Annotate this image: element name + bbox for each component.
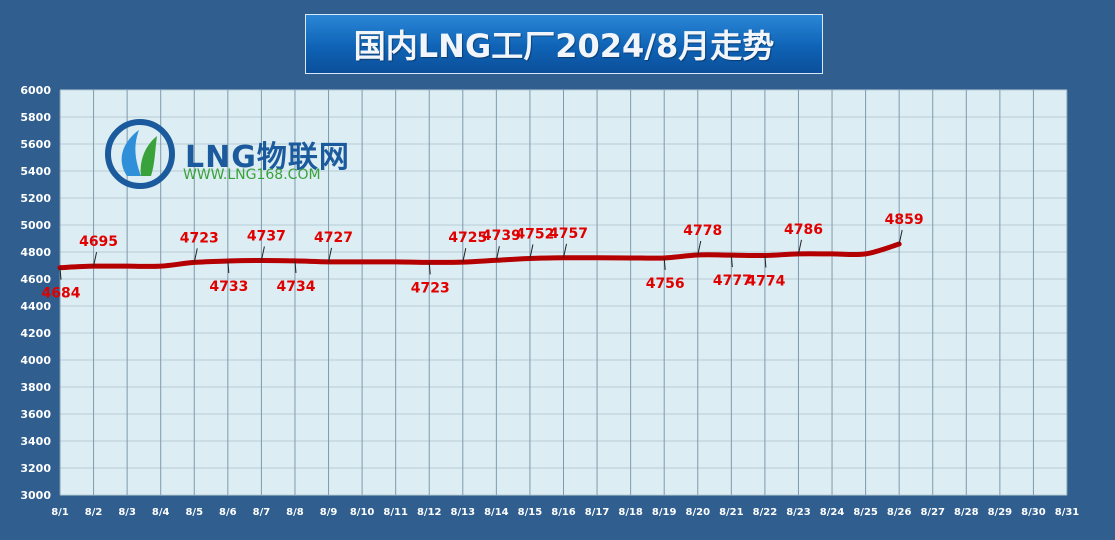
y-tick-label: 4400 <box>20 300 51 313</box>
series-group <box>57 241 902 271</box>
data-label: 4684 <box>42 286 81 302</box>
y-tick-label: 5000 <box>20 219 51 232</box>
data-label: 4859 <box>885 212 924 228</box>
data-label: 4695 <box>79 234 118 250</box>
data-label: 4757 <box>549 226 588 242</box>
x-tick-label: 8/24 <box>820 507 845 518</box>
data-label: 4774 <box>746 274 785 290</box>
label-leader <box>59 267 62 280</box>
x-tick-label: 8/13 <box>451 507 476 518</box>
x-tick-label: 8/6 <box>219 507 237 518</box>
logo-url: WWW.LNG168.COM <box>183 167 321 183</box>
x-tick-label: 8/11 <box>383 507 408 518</box>
y-axis-ticks: 3000 3200 3400 3600 3800 4000 4200 4400 4600 4800… <box>20 84 51 502</box>
label-leader <box>563 243 567 258</box>
x-tick-label: 8/9 <box>320 507 338 518</box>
x-tick-label: 8/31 <box>1055 507 1080 518</box>
label-leader <box>495 246 500 261</box>
data-label: 4752 <box>515 226 554 242</box>
y-tick-label: 6000 <box>20 84 51 97</box>
label-leader <box>328 247 333 262</box>
data-label: 4733 <box>209 279 248 295</box>
y-tick-label: 3400 <box>20 435 51 448</box>
data-label: 4786 <box>784 222 823 238</box>
label-leader <box>428 262 431 275</box>
x-tick-label: 8/18 <box>618 507 643 518</box>
y-tick-label: 4200 <box>20 327 51 340</box>
chart-title-box: 国内LNG工厂2024/8月走势 <box>305 14 823 74</box>
gridlines <box>59 89 1068 496</box>
x-tick-label: 8/19 <box>652 507 677 518</box>
x-tick-label: 8/20 <box>686 507 711 518</box>
label-leader <box>260 246 265 261</box>
data-label: 4778 <box>683 223 722 239</box>
x-tick-label: 8/16 <box>551 507 576 518</box>
label-leader <box>462 248 467 263</box>
x-tick-label: 8/25 <box>853 507 878 518</box>
x-tick-label: 8/5 <box>185 507 203 518</box>
x-tick-label: 8/17 <box>585 507 610 518</box>
x-tick-label: 8/12 <box>417 507 442 518</box>
y-tick-label: 3200 <box>20 462 51 475</box>
y-tick-label: 4800 <box>20 246 51 259</box>
x-tick-label: 8/8 <box>286 507 304 518</box>
x-tick-label: 8/3 <box>118 507 136 518</box>
price-line <box>57 241 902 271</box>
y-tick-label: 3800 <box>20 381 51 394</box>
label-leader <box>294 260 297 273</box>
x-tick-label: 8/29 <box>988 507 1013 518</box>
x-tick-label: 8/26 <box>887 507 912 518</box>
chart-title: 国内LNG工厂2024/8月走势 <box>353 27 775 65</box>
x-tick-label: 8/4 <box>152 507 170 518</box>
y-tick-label: 5400 <box>20 165 51 178</box>
x-tick-label: 8/10 <box>350 507 375 518</box>
data-label: 4723 <box>411 280 450 296</box>
data-label: 4734 <box>276 279 315 295</box>
lng-logo-icon <box>105 119 175 189</box>
y-tick-label: 5800 <box>20 111 51 124</box>
y-tick-label: 5600 <box>20 138 51 151</box>
y-tick-label: 5200 <box>20 192 51 205</box>
label-leader <box>898 229 903 245</box>
y-tick-label: 4000 <box>20 354 51 367</box>
label-leader <box>730 255 733 268</box>
data-label: 4777 <box>713 273 752 289</box>
x-tick-label: 8/23 <box>786 507 811 518</box>
x-tick-label: 8/30 <box>1021 507 1046 518</box>
data-label: 4756 <box>646 276 685 292</box>
data-label: 4739 <box>482 228 521 244</box>
label-leader <box>93 252 98 267</box>
data-labels: 4684 4695 4723 4733 4737 4734 4727 4723 47254739… <box>42 212 924 302</box>
lng-logo: LNG物联网 WWW.LNG168.COM <box>105 118 395 190</box>
data-label: 4723 <box>180 230 219 246</box>
y-tick-label: 4600 <box>20 273 51 286</box>
label-leader <box>663 257 666 270</box>
logo-name: LNG物联网 <box>185 140 350 175</box>
data-label: 4737 <box>247 229 286 245</box>
x-tick-label: 8/21 <box>719 507 744 518</box>
data-label: 4727 <box>314 230 353 246</box>
y-tick-label: 3000 <box>20 489 51 502</box>
label-leader <box>764 255 767 268</box>
label-leader <box>797 239 802 254</box>
x-tick-label: 8/28 <box>954 507 979 518</box>
x-tick-label: 8/15 <box>518 507 543 518</box>
x-tick-label: 8/22 <box>753 507 778 518</box>
x-tick-label: 8/2 <box>85 507 103 518</box>
x-tick-label: 8/1 <box>51 507 69 518</box>
x-tick-label: 8/27 <box>920 507 945 518</box>
label-leader <box>193 248 198 263</box>
label-leader <box>697 240 702 256</box>
y-tick-label: 3600 <box>20 408 51 421</box>
label-leader <box>227 261 230 274</box>
label-leader <box>529 244 534 259</box>
x-tick-label: 8/14 <box>484 507 509 518</box>
x-tick-label: 8/7 <box>253 507 271 518</box>
data-label: 4725 <box>448 230 487 246</box>
x-axis-ticks: 8/1 8/2 8/3 8/4 8/5 8/6 8/7 8/8 8/9 8/10 8/11 8/12 8… <box>51 507 1079 518</box>
